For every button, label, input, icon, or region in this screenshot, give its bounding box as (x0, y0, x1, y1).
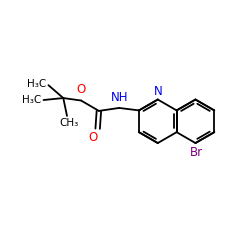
Text: O: O (76, 83, 85, 96)
Text: H₃C: H₃C (22, 94, 42, 104)
Text: CH₃: CH₃ (59, 118, 78, 128)
Text: Br: Br (190, 146, 203, 159)
Text: N: N (154, 85, 162, 98)
Text: O: O (88, 131, 98, 144)
Text: H₃C: H₃C (27, 79, 46, 89)
Text: NH: NH (111, 92, 128, 104)
